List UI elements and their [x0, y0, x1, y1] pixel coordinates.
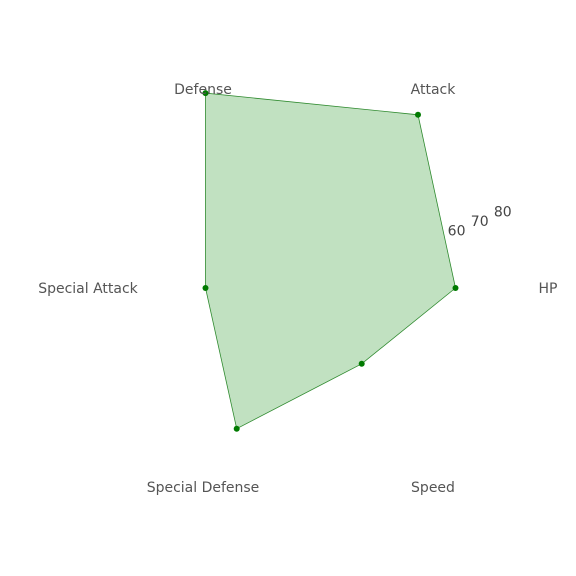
axis-label-hp: HP — [539, 281, 558, 297]
data-point-special-attack — [202, 285, 209, 291]
axis-labels: HP Attack Defense Special Attack Special Def… — [38, 82, 557, 496]
series-polygon — [205, 92, 456, 430]
axis-label-speed: Speed — [411, 480, 455, 496]
data-point-speed — [358, 360, 365, 367]
series-layer — [202, 90, 459, 432]
data-point-defense — [202, 90, 209, 97]
r-tick-label: 70 — [471, 214, 489, 230]
axis-label-attack: Attack — [411, 82, 457, 98]
r-tick-label: 60 — [448, 224, 466, 240]
data-point-hp — [452, 285, 459, 291]
r-tick-label: 80 — [494, 205, 512, 221]
data-point-attack — [415, 111, 421, 118]
axis-label-special-attack: Special Attack — [38, 281, 138, 297]
axis-label-defense: Defense — [174, 82, 232, 98]
axis-label-special-defense: Special Defense — [147, 480, 260, 496]
data-point-special-defense — [233, 425, 240, 432]
